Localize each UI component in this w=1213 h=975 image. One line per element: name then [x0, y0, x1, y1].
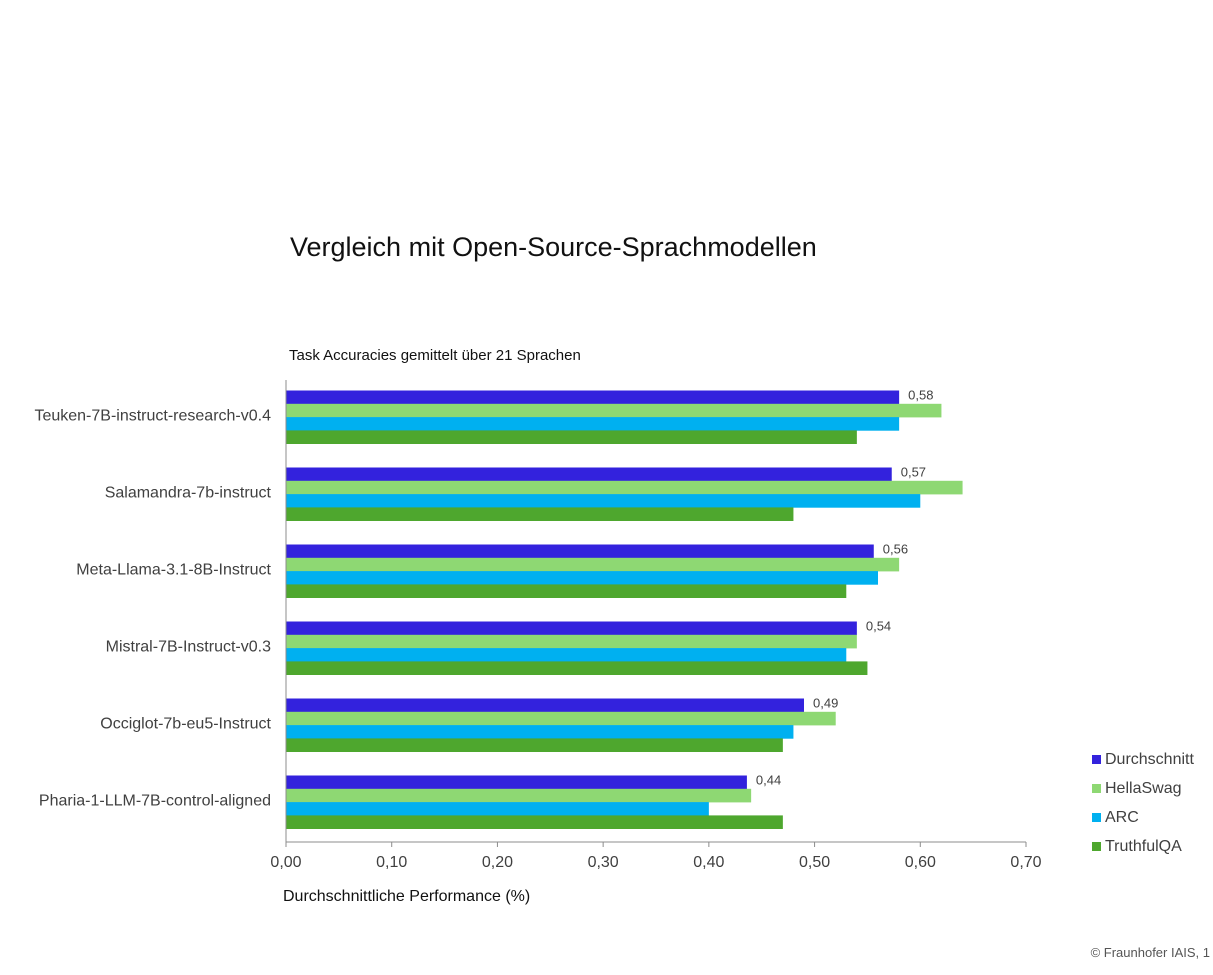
x-axis-title: Durchschnittliche Performance (%): [283, 888, 530, 905]
bar-truthfulqa-3: [286, 584, 847, 598]
category-label-6: Pharia-1-LLM-7B-control-aligned: [39, 792, 271, 809]
legend-label: Durchschnitt: [1105, 750, 1194, 768]
data-label-6: 0,44: [756, 773, 781, 788]
copyright-footer: © Fraunhofer IAIS, 1: [1090, 945, 1210, 960]
x-tick-label-1: 0,00: [270, 854, 301, 871]
x-tick-label-2: 0,10: [376, 854, 407, 871]
bar-hellaswag-4: [286, 634, 857, 649]
data-label-1: 0,58: [908, 388, 933, 403]
category-label-1: Teuken-7B-instruct-research-v0.4: [34, 407, 271, 424]
x-tick-label-3: 0,20: [482, 854, 513, 871]
bar-arc-3: [286, 571, 878, 585]
legend-label: HellaSwag: [1105, 779, 1182, 797]
x-tick-label-4: 0,30: [588, 854, 619, 871]
bar-hellaswag-2: [286, 480, 963, 495]
legend-swatch: [1092, 784, 1101, 793]
legend-label: TruthfulQA: [1105, 837, 1182, 855]
bar-arc-2: [286, 494, 921, 508]
legend-item-hellaswag: HellaSwag: [1092, 774, 1194, 803]
legend-swatch: [1092, 755, 1101, 764]
legend-label: ARC: [1105, 808, 1139, 826]
legend-item-truthfulqa: TruthfulQA: [1092, 832, 1194, 861]
legend-swatch: [1092, 813, 1101, 822]
bar-durchschnitt-1: [286, 390, 900, 405]
bar-arc-4: [286, 648, 847, 662]
bar-durchschnitt-3: [286, 544, 874, 559]
bar-truthfulqa-6: [286, 815, 783, 829]
category-label-2: Salamandra-7b-instruct: [105, 484, 272, 501]
bar-truthfulqa-2: [286, 507, 794, 521]
bar-durchschnitt-5: [286, 698, 804, 713]
bar-durchschnitt-4: [286, 621, 857, 636]
category-label-4: Mistral-7B-Instruct-v0.3: [106, 638, 271, 655]
bar-arc-5: [286, 725, 794, 739]
data-label-2: 0,57: [901, 465, 926, 480]
bar-truthfulqa-4: [286, 661, 868, 675]
chart-legend: Durchschnitt HellaSwag ARC TruthfulQA: [1092, 745, 1194, 861]
legend-item-arc: ARC: [1092, 803, 1194, 832]
x-tick-label-7: 0,60: [905, 854, 936, 871]
bar-arc-6: [286, 802, 709, 816]
bar-arc-1: [286, 417, 900, 431]
chart-title: Vergleich mit Open-Source-Sprachmodellen: [290, 232, 817, 262]
x-tick-label-6: 0,50: [799, 854, 830, 871]
data-label-4: 0,54: [866, 619, 891, 634]
bar-hellaswag-3: [286, 557, 900, 572]
bar-hellaswag-6: [286, 788, 752, 803]
bar-hellaswag-1: [286, 403, 942, 418]
legend-item-durchschnitt: Durchschnitt: [1092, 745, 1194, 774]
data-label-5: 0,49: [813, 696, 838, 711]
bar-truthfulqa-1: [286, 430, 857, 444]
bar-durchschnitt-6: [286, 775, 747, 790]
bar-hellaswag-5: [286, 711, 836, 726]
legend-swatch: [1092, 842, 1101, 851]
x-tick-label-8: 0,70: [1010, 854, 1041, 871]
x-tick-label-5: 0,40: [693, 854, 724, 871]
category-label-3: Meta-Llama-3.1-8B-Instruct: [76, 561, 271, 578]
chart-subtitle: Task Accuracies gemittelt über 21 Sprach…: [289, 347, 581, 364]
data-label-3: 0,56: [883, 542, 908, 557]
bar-truthfulqa-5: [286, 738, 783, 752]
bar-durchschnitt-2: [286, 467, 892, 482]
category-label-5: Occiglot-7b-eu5-Instruct: [100, 715, 271, 732]
